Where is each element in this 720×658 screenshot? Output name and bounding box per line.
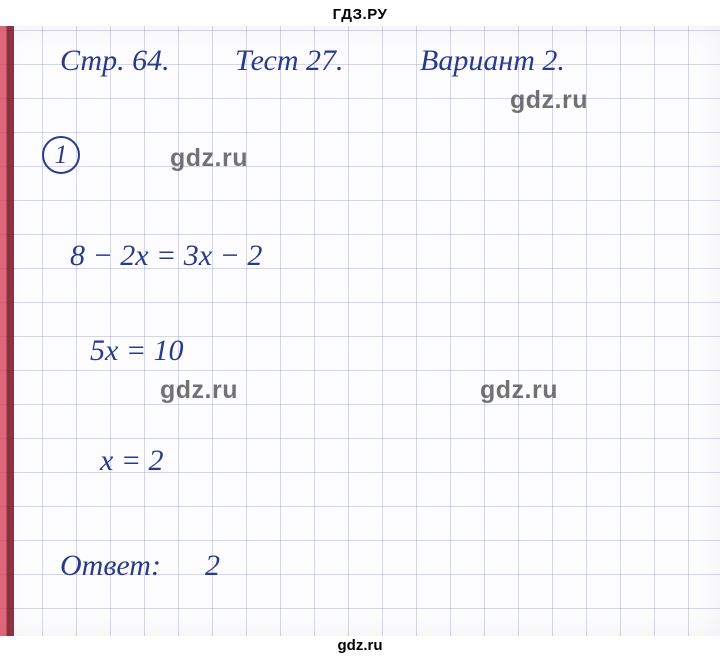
watermark: gdz.ru — [160, 376, 238, 405]
equation-line-2: 5x = 10 — [90, 336, 184, 366]
site-top-label: ГДЗ.РУ — [0, 6, 720, 23]
header-test: Тест 27. — [235, 46, 344, 76]
problem-number: 1 — [55, 140, 68, 170]
site-bottom-label: gdz.ru — [0, 637, 720, 654]
answer-value: 2 — [205, 551, 220, 581]
answer-label: Ответ: — [60, 551, 161, 581]
header-page: Стр. 64. — [60, 46, 170, 76]
watermark: gdz.ru — [510, 86, 588, 115]
header-variant: Вариант 2. — [420, 46, 565, 76]
equation-line-3: x = 2 — [100, 446, 164, 476]
watermark: gdz.ru — [480, 376, 558, 405]
problem-number-circle: 1 — [42, 136, 80, 174]
equation-line-1: 8 − 2x = 3x − 2 — [70, 241, 262, 271]
notebook-paper: Стр. 64. Тест 27. Вариант 2. 1 8 − 2x = … — [0, 26, 720, 636]
paper-margin-stripe — [0, 26, 14, 636]
watermark: gdz.ru — [170, 144, 248, 173]
